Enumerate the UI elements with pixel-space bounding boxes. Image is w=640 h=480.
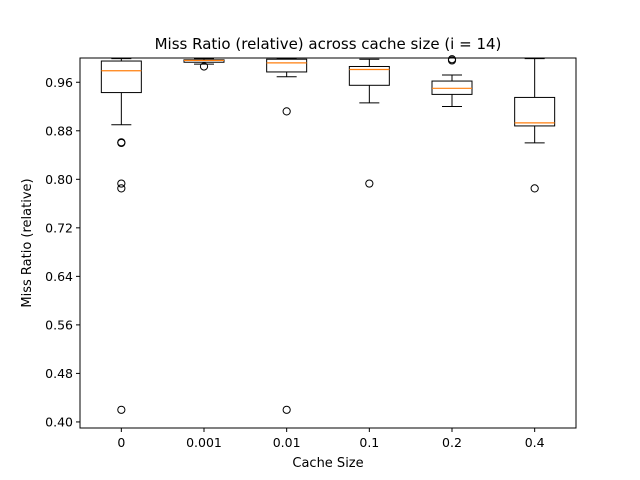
x-axis-label: Cache Size (292, 456, 363, 471)
iqr-box (183, 59, 225, 63)
chart-title: Miss Ratio (relative) across cache size … (155, 35, 502, 53)
box-0.01 (266, 58, 308, 414)
x-tick-label: 0 (117, 435, 125, 450)
outlier-point (282, 405, 291, 414)
box-0.001 (183, 58, 225, 71)
x-axis: 0 0.001 0.01 0.1 0.2 0.4 (117, 428, 545, 450)
iqr-box (431, 80, 473, 95)
x-tick-label: 0.4 (525, 435, 545, 450)
outlier-point (117, 405, 126, 414)
outlier-point (117, 184, 126, 193)
y-tick-label: 0.48 (45, 366, 73, 381)
outlier-point (365, 179, 374, 188)
x-tick-label: 0.001 (186, 435, 222, 450)
outlier-point (282, 107, 291, 116)
x-tick-label: 0.1 (359, 435, 379, 450)
outlier-point (117, 179, 126, 188)
box-0.1 (348, 58, 390, 188)
y-tick-label: 0.96 (45, 75, 73, 90)
plot-area (79, 57, 577, 429)
y-axis-label: Miss Ratio (relative) (20, 178, 35, 307)
y-tick-label: 0.56 (45, 317, 73, 332)
x-tick-label: 0.01 (273, 435, 301, 450)
y-axis: 0.40 0.48 0.56 0.64 0.72 0.80 0.88 0.96 (45, 75, 80, 429)
box-0 (100, 58, 142, 414)
y-tick-label: 0.72 (45, 220, 73, 235)
iqr-box (348, 65, 390, 86)
y-tick-label: 0.80 (45, 172, 73, 187)
box-plots (100, 55, 556, 414)
outlier-point (199, 62, 209, 71)
box-0.2 (431, 55, 473, 108)
iqr-box (514, 96, 556, 127)
y-tick-label: 0.88 (45, 123, 73, 138)
outlier-point (447, 56, 457, 65)
iqr-box (100, 60, 142, 94)
y-tick-label: 0.64 (45, 269, 73, 284)
outlier-point (530, 184, 539, 193)
y-tick-label: 0.40 (45, 414, 73, 429)
outlier-point (117, 138, 126, 148)
box-0.4 (514, 58, 556, 193)
iqr-box (266, 58, 308, 73)
x-tick-label: 0.2 (442, 435, 462, 450)
